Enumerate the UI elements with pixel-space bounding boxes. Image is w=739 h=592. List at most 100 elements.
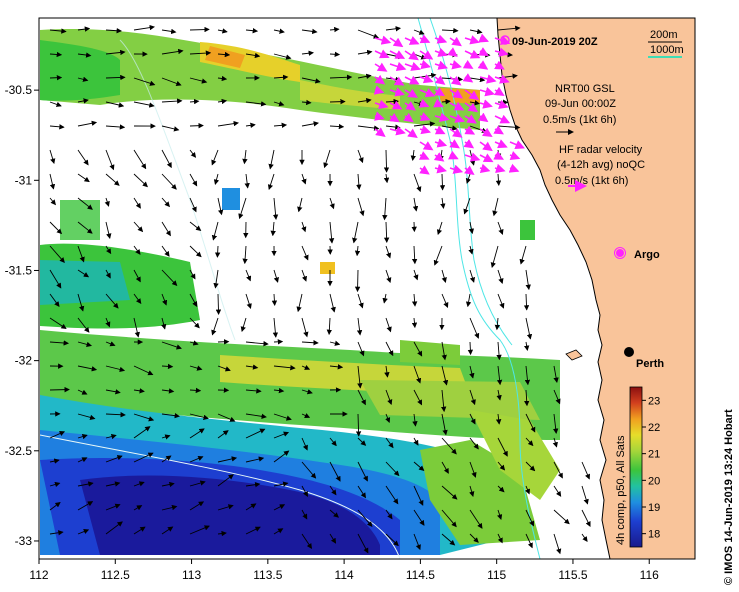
radar-arrow (433, 152, 445, 162)
radar-arrow (389, 61, 407, 72)
velocity-arrow (105, 503, 121, 511)
radar-arrow (463, 138, 475, 149)
velocity-arrow (245, 101, 267, 107)
velocity-arrow (385, 269, 392, 284)
radar-arrow (464, 35, 480, 45)
velocity-arrow (133, 526, 146, 535)
radar-arrow (418, 98, 430, 108)
velocity-arrow (553, 509, 570, 525)
velocity-arrow (245, 122, 256, 129)
velocity-arrow (581, 533, 588, 543)
velocity-arrow (189, 269, 196, 280)
radar-arrow (374, 74, 386, 85)
velocity-arrow (469, 365, 475, 379)
velocity-arrow (49, 458, 60, 464)
velocity-arrow (49, 293, 60, 308)
velocity-arrow (161, 363, 174, 370)
velocity-arrow (77, 481, 94, 487)
velocity-arrow (301, 221, 307, 233)
velocity-arrow (133, 77, 156, 86)
velocity-arrow (497, 437, 508, 457)
velocity-arrow (77, 413, 96, 421)
radar-arrow (509, 140, 525, 150)
radar-arrow (479, 99, 493, 109)
velocity-arrow (497, 485, 505, 493)
velocity-arrow (77, 120, 98, 127)
velocity-arrow (497, 461, 506, 471)
velocity-arrow (329, 197, 335, 210)
velocity-arrow (105, 521, 123, 535)
velocity-arrow (519, 245, 527, 265)
velocity-arrow (357, 389, 366, 406)
velocity-arrow (133, 293, 142, 305)
velocity-arrow (273, 74, 289, 81)
velocity-arrow (49, 481, 61, 488)
radar-arrow (389, 126, 406, 136)
velocity-arrow (524, 485, 530, 495)
radar-velocity-arrows (373, 33, 525, 176)
radar-arrow (449, 60, 462, 70)
velocity-arrow (329, 485, 337, 496)
velocity-arrow (413, 173, 422, 193)
argo-label: Argo (634, 249, 660, 261)
velocity-arrow (496, 389, 502, 401)
velocity-arrow (469, 485, 475, 497)
velocity-arrow (440, 197, 446, 209)
velocity-arrow (105, 365, 126, 373)
velocity-arrow (77, 98, 89, 104)
velocity-arrow (49, 173, 56, 190)
velocity-arrow (273, 101, 285, 107)
x-tick-label: 116 (640, 568, 659, 582)
velocity-arrow (468, 245, 474, 255)
radar-arrow (404, 61, 421, 71)
radar-arrow (494, 60, 505, 70)
velocity-arrow (497, 533, 503, 544)
title-marker (500, 35, 510, 45)
velocity-arrow (245, 413, 267, 420)
velocity-arrow (245, 428, 266, 439)
velocity-arrow (441, 27, 459, 34)
velocity-arrow (161, 412, 180, 419)
velocity-arrow (273, 481, 289, 487)
velocity-arrow (245, 388, 262, 394)
velocity-arrow (411, 245, 418, 265)
radar-arrow (449, 89, 464, 99)
velocity-arrow (49, 197, 56, 206)
velocity-arrow (189, 387, 202, 394)
radar-arrow (388, 113, 400, 123)
velocity-arrow (133, 269, 141, 283)
velocity-arrow (433, 245, 443, 266)
y-axis: -30.5 -31 -31.5 -32 -32.5 -33 (5, 83, 39, 548)
radar-arrow (434, 47, 448, 57)
velocity-arrow (273, 504, 286, 511)
velocity-arrow (133, 149, 147, 170)
radar-arrow (449, 128, 463, 138)
velocity-arrow (357, 437, 367, 446)
velocity-arrow (436, 221, 443, 236)
velocity-arrow (525, 509, 534, 527)
velocity-arrow (268, 149, 275, 170)
velocity-arrow (77, 341, 92, 348)
velocity-arrow (105, 149, 115, 171)
velocity-arrow (189, 317, 200, 329)
velocity-arrow (301, 437, 308, 451)
radar-arrow (479, 74, 497, 84)
radar-arrow (434, 75, 446, 85)
velocity-arrow (105, 433, 117, 440)
velocity-arrow (525, 269, 531, 291)
colorbar-tick-label: 20 (648, 475, 660, 487)
velocity-arrow (525, 533, 533, 549)
radar-arrow (464, 49, 481, 59)
velocity-arrow (161, 28, 177, 35)
velocity-arrow (133, 173, 148, 188)
velocity-arrow (245, 52, 261, 59)
velocity-arrow (161, 245, 170, 257)
velocity-arrow (161, 149, 172, 169)
x-tick-label: 115 (487, 568, 506, 582)
velocity-arrow (161, 481, 175, 488)
x-tick-label: 114 (335, 568, 354, 582)
velocity-arrow (357, 461, 368, 482)
velocity-arrow (441, 461, 449, 474)
velocity-arrow (189, 455, 204, 463)
colorbar-tick-label: 23 (648, 395, 660, 407)
